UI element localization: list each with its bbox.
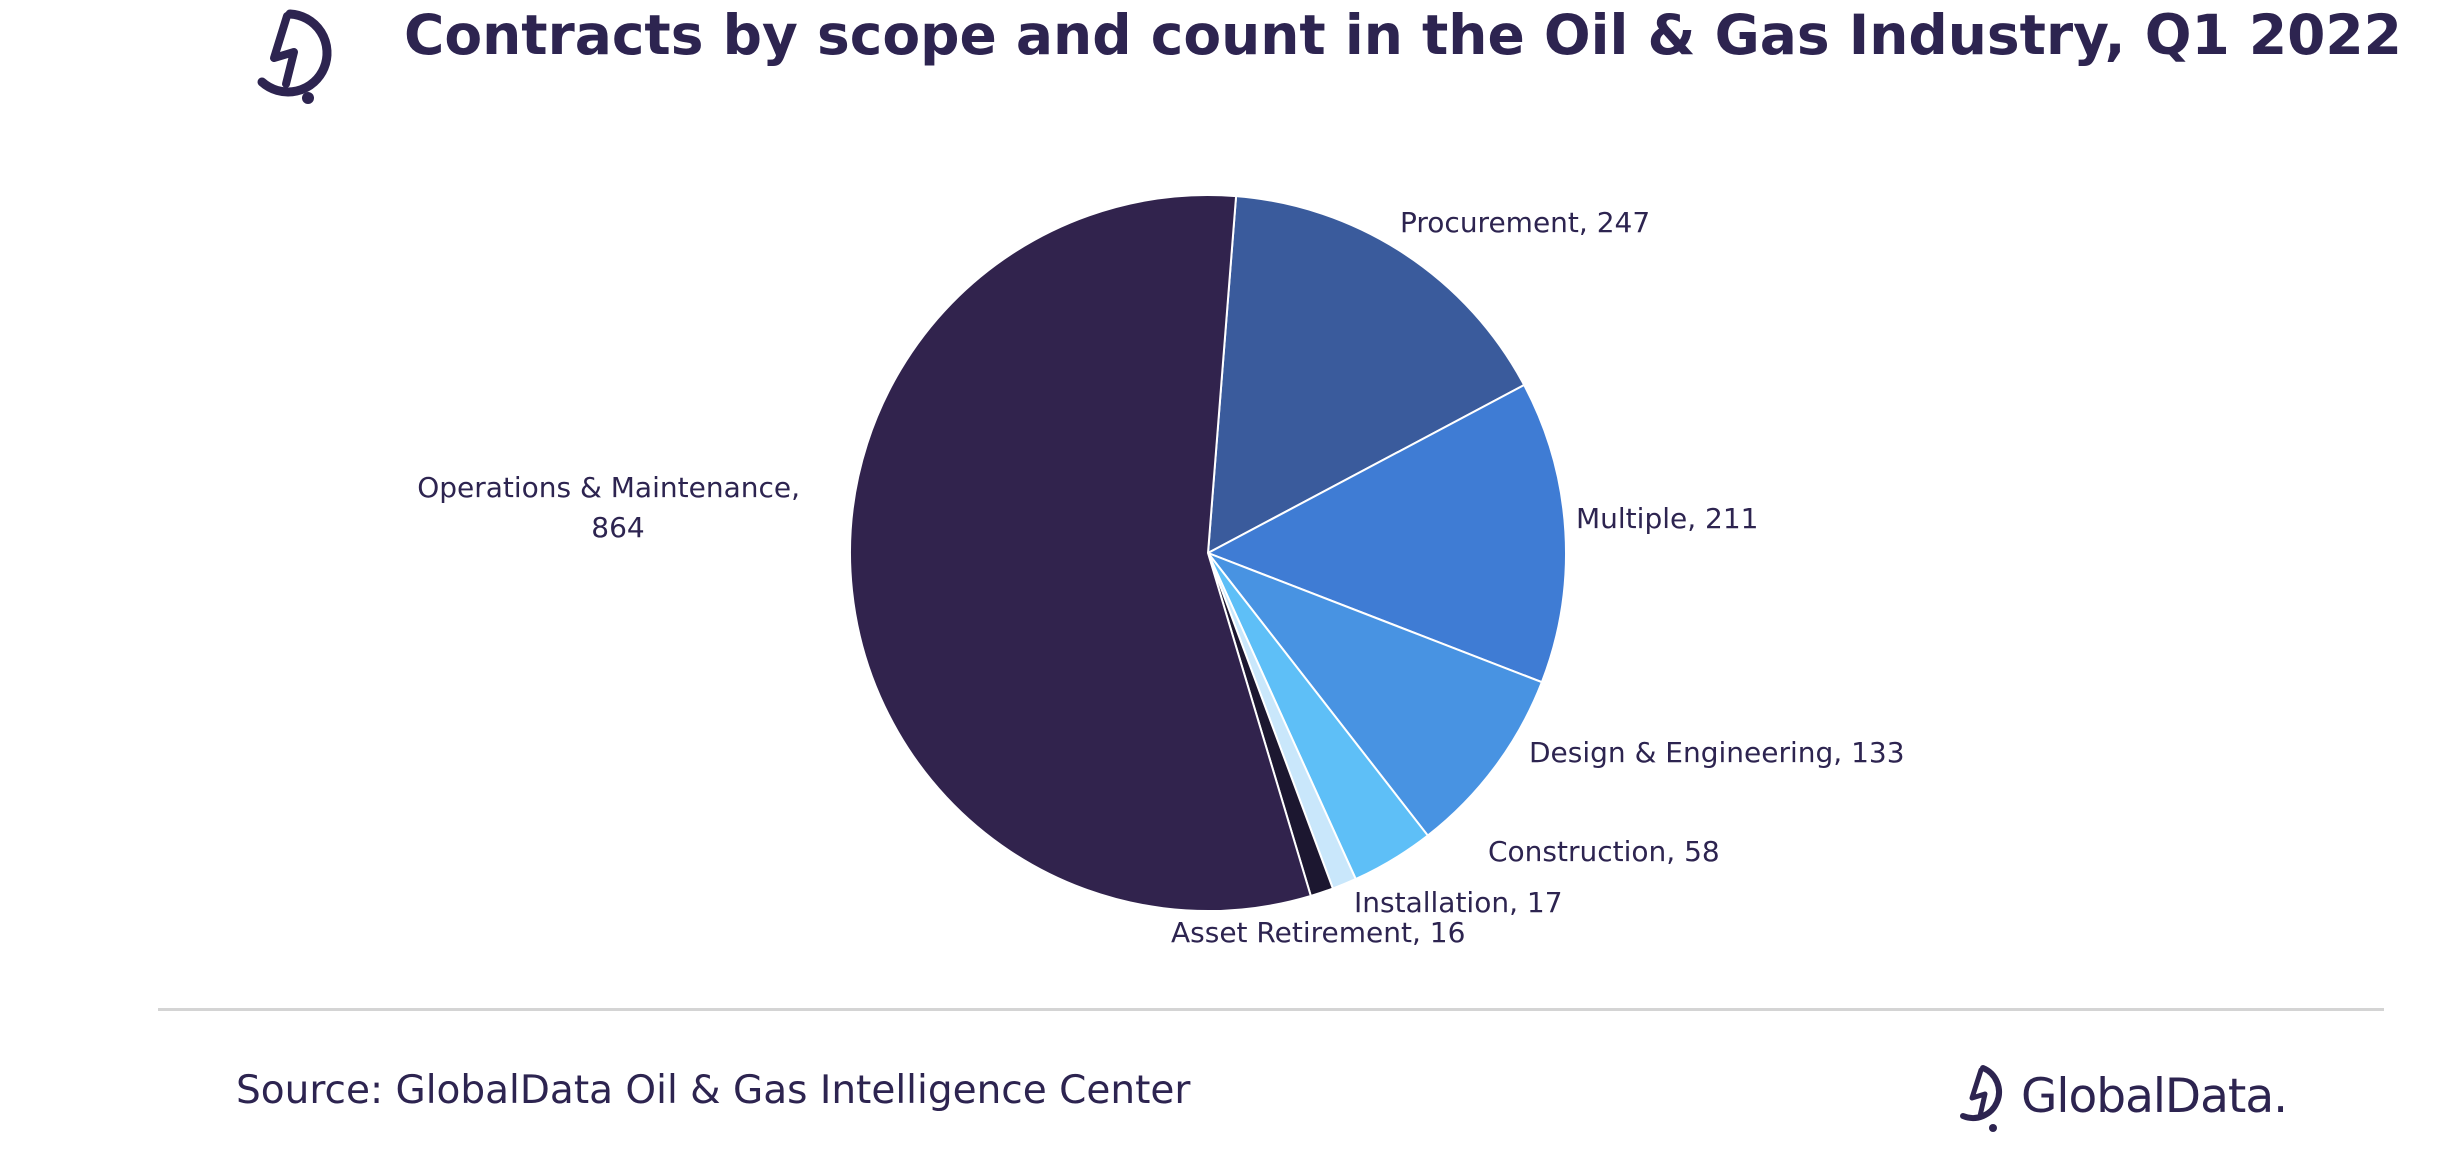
pie-slice-multiple (1207, 384, 1567, 684)
pie-slice-design-engineering (1207, 552, 1543, 837)
data-label: Multiple, 211 (1576, 502, 1758, 535)
brand-logo: GlobalData. (1945, 1056, 2288, 1136)
data-label: Installation, 17 (1354, 886, 1563, 919)
pie-slice-operations-maintenance (849, 194, 1312, 912)
globaldata-mark-icon (257, 9, 332, 104)
data-label: Construction, 58 (1488, 835, 1720, 868)
footer-divider (158, 1008, 2384, 1011)
data-label: Asset Retirement, 16 (1171, 916, 1465, 949)
globaldata-mark-icon (1960, 1065, 2002, 1132)
chart-title: Contracts by scope and count in the Oil … (404, 3, 2402, 67)
source-note: Source: GlobalData Oil & Gas Intelligenc… (236, 1068, 1191, 1113)
brand-name: GlobalData. (2021, 1068, 2288, 1124)
data-label: Design & Engineering, 133 (1529, 736, 1905, 769)
pie-slice-procurement (1207, 195, 1526, 554)
data-label: Operations & Maintenance, 864 (417, 471, 800, 544)
pie-chart: Procurement, 247 Multiple, 211 Design & En… (417, 194, 1905, 949)
data-label: Procurement, 247 (1400, 206, 1650, 239)
